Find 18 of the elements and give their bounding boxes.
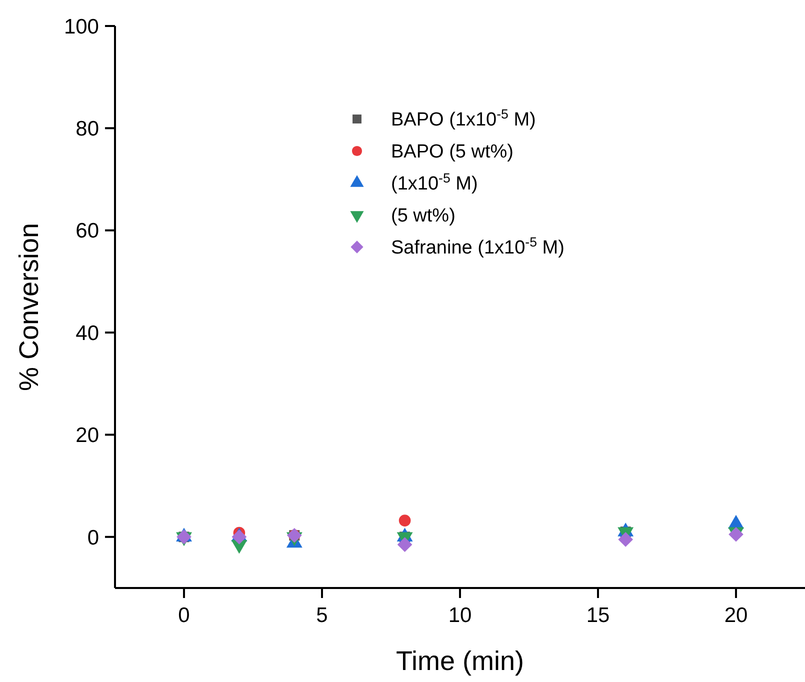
- legend-label: BAPO (1x10$^{-5}$ M): [391, 106, 536, 131]
- legend-label: BAPO (5 wt%): [391, 142, 514, 163]
- x-tick-label: 15: [586, 604, 610, 627]
- y-tick-label: 100: [64, 15, 99, 38]
- legend-label: Safranine (1x10$^{-5}$ M): [391, 234, 564, 259]
- legend-label: (1x10$^{-5}$ M): [391, 170, 478, 195]
- x-tick-label: 5: [316, 604, 328, 627]
- y-tick-label: 20: [76, 424, 99, 448]
- y-axis-title: % Conversion: [14, 222, 44, 392]
- x-tick-label: 20: [724, 604, 748, 627]
- y-tick-label: 40: [76, 322, 99, 345]
- y-tick-label: 60: [76, 220, 99, 243]
- y-tick-label: 80: [76, 118, 99, 141]
- y-tick-label: 0: [87, 526, 99, 550]
- x-tick-label: 10: [448, 604, 472, 627]
- x-axis-title: Time (min): [396, 646, 524, 676]
- x-tick-label: 0: [178, 604, 190, 627]
- legend-label: (5 wt%): [391, 206, 456, 227]
